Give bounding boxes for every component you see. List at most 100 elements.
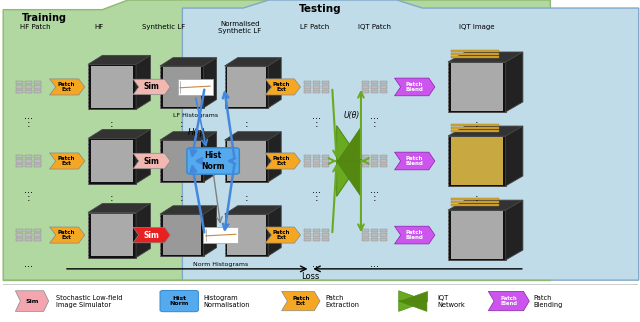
Polygon shape — [160, 140, 204, 182]
Text: :: : — [475, 193, 479, 203]
Bar — [371, 238, 378, 242]
Polygon shape — [337, 161, 361, 196]
Bar — [25, 90, 32, 93]
Text: HF: HF — [95, 24, 104, 30]
FancyBboxPatch shape — [187, 148, 239, 174]
Polygon shape — [204, 206, 216, 256]
Polygon shape — [133, 227, 170, 243]
Bar — [17, 238, 23, 242]
Bar — [305, 80, 312, 84]
Polygon shape — [448, 126, 523, 136]
Polygon shape — [182, 0, 639, 280]
Polygon shape — [448, 62, 506, 112]
Text: Hist
Norm: Hist Norm — [170, 296, 189, 307]
Polygon shape — [506, 200, 523, 260]
Polygon shape — [265, 153, 301, 169]
Bar — [322, 164, 329, 167]
Text: :: : — [315, 193, 319, 203]
Text: :: : — [180, 193, 184, 203]
Polygon shape — [451, 63, 503, 111]
Text: Patch
Ext: Patch Ext — [292, 296, 310, 307]
Bar — [305, 164, 312, 167]
Text: ...: ... — [370, 185, 379, 195]
Text: Testing: Testing — [299, 4, 341, 14]
Text: Patch
Blend: Patch Blend — [405, 156, 423, 166]
Polygon shape — [448, 210, 506, 260]
Bar — [451, 204, 499, 206]
Bar — [25, 238, 32, 242]
Text: IQT Patch: IQT Patch — [358, 24, 391, 30]
Bar — [17, 229, 23, 232]
Text: :: : — [110, 193, 114, 203]
Polygon shape — [265, 79, 301, 95]
Bar — [362, 90, 369, 93]
Bar — [34, 90, 41, 93]
Bar — [451, 201, 499, 203]
Text: ...: ... — [370, 111, 379, 121]
Bar — [25, 155, 32, 158]
Text: Training: Training — [22, 13, 67, 23]
Polygon shape — [451, 137, 503, 185]
Text: Sim: Sim — [144, 82, 159, 91]
Polygon shape — [136, 204, 150, 258]
Text: Patch
Blend: Patch Blend — [405, 81, 423, 92]
Bar — [305, 155, 312, 158]
Bar — [17, 90, 23, 93]
Text: ...: ... — [24, 185, 33, 195]
Text: :: : — [244, 119, 248, 129]
Bar — [451, 56, 499, 58]
Text: :: : — [244, 193, 248, 203]
Bar — [25, 164, 32, 167]
Text: Patch
Ext: Patch Ext — [273, 156, 291, 166]
Text: Loss: Loss — [301, 272, 319, 281]
Bar — [362, 238, 369, 242]
Text: Patch
Blending: Patch Blending — [533, 295, 563, 308]
Bar — [451, 50, 499, 52]
Bar — [17, 155, 23, 158]
Text: Patch
Ext: Patch Ext — [58, 230, 75, 241]
Polygon shape — [91, 66, 134, 108]
Polygon shape — [136, 129, 150, 184]
Polygon shape — [488, 291, 529, 311]
Bar — [380, 80, 387, 84]
Bar — [34, 164, 41, 167]
Bar — [25, 159, 32, 163]
Polygon shape — [337, 126, 361, 161]
Bar — [34, 229, 41, 232]
Polygon shape — [133, 153, 170, 169]
Polygon shape — [50, 153, 85, 169]
Bar — [305, 85, 312, 89]
Polygon shape — [50, 227, 85, 243]
Text: HF Patch: HF Patch — [20, 24, 51, 30]
Text: Patch
Extraction: Patch Extraction — [325, 295, 359, 308]
Bar — [17, 85, 23, 89]
Text: :: : — [110, 119, 114, 129]
Bar — [322, 159, 329, 163]
Bar — [34, 238, 41, 242]
Bar — [177, 79, 212, 95]
Polygon shape — [399, 301, 427, 311]
Polygon shape — [204, 58, 216, 108]
Text: ...: ... — [312, 259, 321, 269]
Text: :: : — [372, 193, 376, 203]
Polygon shape — [88, 55, 150, 64]
Bar — [362, 155, 369, 158]
Text: Patch
Blend: Patch Blend — [500, 296, 517, 307]
Bar — [451, 130, 499, 132]
Polygon shape — [227, 215, 266, 255]
Text: Stochastic Low-field
Image Simulator: Stochastic Low-field Image Simulator — [56, 295, 123, 308]
Text: Sim: Sim — [26, 298, 38, 304]
Text: Hist
Norm: Hist Norm — [202, 151, 225, 171]
Bar — [380, 155, 387, 158]
Bar — [314, 90, 320, 93]
Bar — [380, 164, 387, 167]
Polygon shape — [265, 227, 301, 243]
Polygon shape — [3, 0, 550, 280]
Text: Patch
Ext: Patch Ext — [273, 81, 291, 92]
Bar — [314, 238, 320, 242]
Text: LF Histograms: LF Histograms — [173, 113, 218, 118]
Bar — [34, 80, 41, 84]
Bar — [17, 159, 23, 163]
Polygon shape — [399, 291, 427, 301]
Polygon shape — [160, 206, 216, 214]
